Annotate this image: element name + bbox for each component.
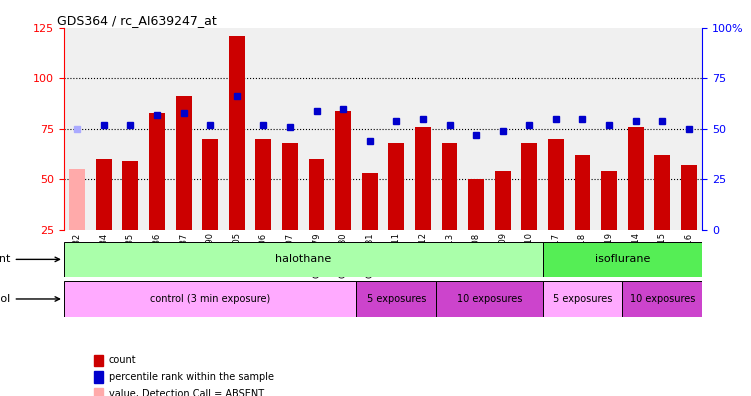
Text: isoflurane: isoflurane [595,254,650,265]
Bar [122,161,138,230]
Text: value, Detection Call = ABSENT: value, Detection Call = ABSENT [109,388,264,396]
Bar [548,139,564,230]
Bar [255,139,271,230]
Text: 10 exposures: 10 exposures [629,294,695,304]
Bar [628,127,644,230]
Text: 5 exposures: 5 exposures [366,294,426,304]
Bar [442,143,457,230]
Bar [64,242,542,277]
Bar [309,159,324,230]
Text: halothane: halothane [275,254,331,265]
Bar [69,169,85,230]
Bar [282,143,298,230]
Text: control (3 min exposure): control (3 min exposure) [150,294,270,304]
Text: GDS364 / rc_AI639247_at: GDS364 / rc_AI639247_at [58,13,217,27]
Bar [96,159,112,230]
Text: 10 exposures: 10 exposures [457,294,522,304]
Bar [521,143,537,230]
Bar [357,281,436,317]
Text: 5 exposures: 5 exposures [553,294,612,304]
Text: protocol: protocol [0,294,59,304]
Bar [436,281,542,317]
Bar [623,281,702,317]
Bar [495,171,511,230]
Bar [176,96,192,230]
Bar [64,281,357,317]
Bar [362,173,378,230]
Bar [388,143,404,230]
Bar [149,112,165,230]
Bar [543,281,623,317]
Text: percentile rank within the sample: percentile rank within the sample [109,372,274,382]
Bar [415,127,431,230]
Bar [575,155,590,230]
Bar [654,155,671,230]
Bar [543,242,702,277]
Bar [202,139,218,230]
Bar [601,171,617,230]
Text: agent: agent [0,254,59,265]
Bar [335,110,351,230]
Bar [468,179,484,230]
Text: count: count [109,355,137,366]
Bar [229,36,245,230]
Bar [681,165,697,230]
